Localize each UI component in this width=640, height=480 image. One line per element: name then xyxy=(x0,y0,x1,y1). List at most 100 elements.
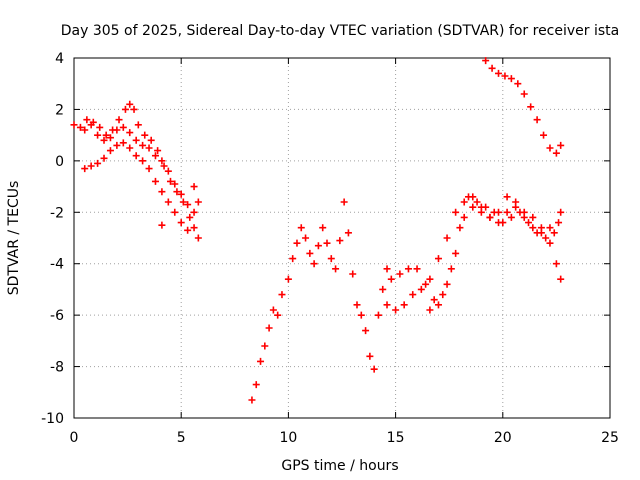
data-point xyxy=(278,291,286,299)
data-point xyxy=(383,265,391,273)
data-point xyxy=(160,162,168,170)
data-point xyxy=(132,136,140,144)
data-point xyxy=(555,219,563,227)
y-tick-label: 0 xyxy=(55,154,64,170)
x-tick-label: 25 xyxy=(601,430,619,446)
data-point xyxy=(370,365,378,373)
data-point xyxy=(525,219,533,227)
data-point xyxy=(439,291,447,299)
data-point xyxy=(552,149,560,157)
data-point xyxy=(274,311,282,319)
data-point xyxy=(132,152,140,160)
data-point xyxy=(297,224,305,232)
data-point xyxy=(503,208,511,216)
data-point xyxy=(87,162,95,170)
data-point xyxy=(396,270,404,278)
data-point xyxy=(177,219,185,227)
data-point xyxy=(383,301,391,309)
data-point xyxy=(139,157,147,165)
y-tick-label: -6 xyxy=(50,308,64,324)
data-point xyxy=(177,190,185,198)
data-point xyxy=(130,105,138,113)
data-point xyxy=(96,123,104,131)
data-point xyxy=(426,275,434,283)
data-point xyxy=(460,213,468,221)
data-point xyxy=(469,193,477,201)
y-tick-label: 2 xyxy=(55,102,64,118)
series-track-8 xyxy=(482,57,565,157)
data-point xyxy=(557,141,565,149)
data-point xyxy=(94,131,102,139)
data-point xyxy=(366,352,374,360)
data-point xyxy=(102,131,110,139)
data-point xyxy=(302,234,310,242)
data-point xyxy=(557,208,565,216)
x-tick-label: 5 xyxy=(177,430,186,446)
data-point xyxy=(145,165,153,173)
data-point xyxy=(546,239,554,247)
data-point xyxy=(387,275,395,283)
data-point xyxy=(353,301,361,309)
data-point xyxy=(546,224,554,232)
data-point xyxy=(265,324,273,332)
data-point xyxy=(413,265,421,273)
data-point xyxy=(100,136,108,144)
data-point xyxy=(409,291,417,299)
data-point xyxy=(293,239,301,247)
x-tick-label: 15 xyxy=(387,430,405,446)
data-point xyxy=(289,255,297,263)
data-point xyxy=(344,229,352,237)
data-point xyxy=(460,198,468,206)
data-point xyxy=(171,180,179,188)
grid xyxy=(74,58,610,418)
data-point xyxy=(443,280,451,288)
data-point xyxy=(115,116,123,124)
data-point xyxy=(139,141,147,149)
data-point xyxy=(434,301,442,309)
data-point xyxy=(179,198,187,206)
data-point xyxy=(154,147,162,155)
data-point xyxy=(357,311,365,319)
data-point xyxy=(126,100,134,108)
data-point xyxy=(507,213,515,221)
data-point xyxy=(443,234,451,242)
data-point xyxy=(310,260,318,268)
data-point xyxy=(119,123,127,131)
data-point xyxy=(184,201,192,209)
data-point xyxy=(261,342,269,350)
data-point xyxy=(319,224,327,232)
data-point xyxy=(546,144,554,152)
data-point xyxy=(482,57,490,65)
data-point xyxy=(126,144,134,152)
data-point xyxy=(76,123,84,131)
y-tick-label: 4 xyxy=(55,51,64,67)
data-point xyxy=(533,229,541,237)
series-track-4 xyxy=(158,198,391,404)
series-track-1 xyxy=(70,100,202,242)
series-track-3 xyxy=(81,139,198,234)
data-point xyxy=(529,224,537,232)
data-point xyxy=(452,208,460,216)
data-point xyxy=(194,234,202,242)
data-point xyxy=(336,237,344,245)
data-point xyxy=(186,213,194,221)
data-point xyxy=(426,306,434,314)
series-track-5 xyxy=(383,193,563,314)
data-point xyxy=(184,226,192,234)
data-point xyxy=(164,167,172,175)
data-point xyxy=(512,198,520,206)
data-point xyxy=(392,306,400,314)
series-track-2 xyxy=(81,121,202,216)
data-point xyxy=(362,327,370,335)
data-point xyxy=(113,141,121,149)
data-point xyxy=(147,136,155,144)
data-point xyxy=(145,144,153,152)
data-point xyxy=(490,208,498,216)
data-point xyxy=(400,301,408,309)
data-point xyxy=(434,255,442,263)
y-axis-label: SDTVAR / TECUs xyxy=(6,181,22,296)
data-point xyxy=(141,131,149,139)
data-point xyxy=(194,198,202,206)
data-point xyxy=(430,296,438,304)
